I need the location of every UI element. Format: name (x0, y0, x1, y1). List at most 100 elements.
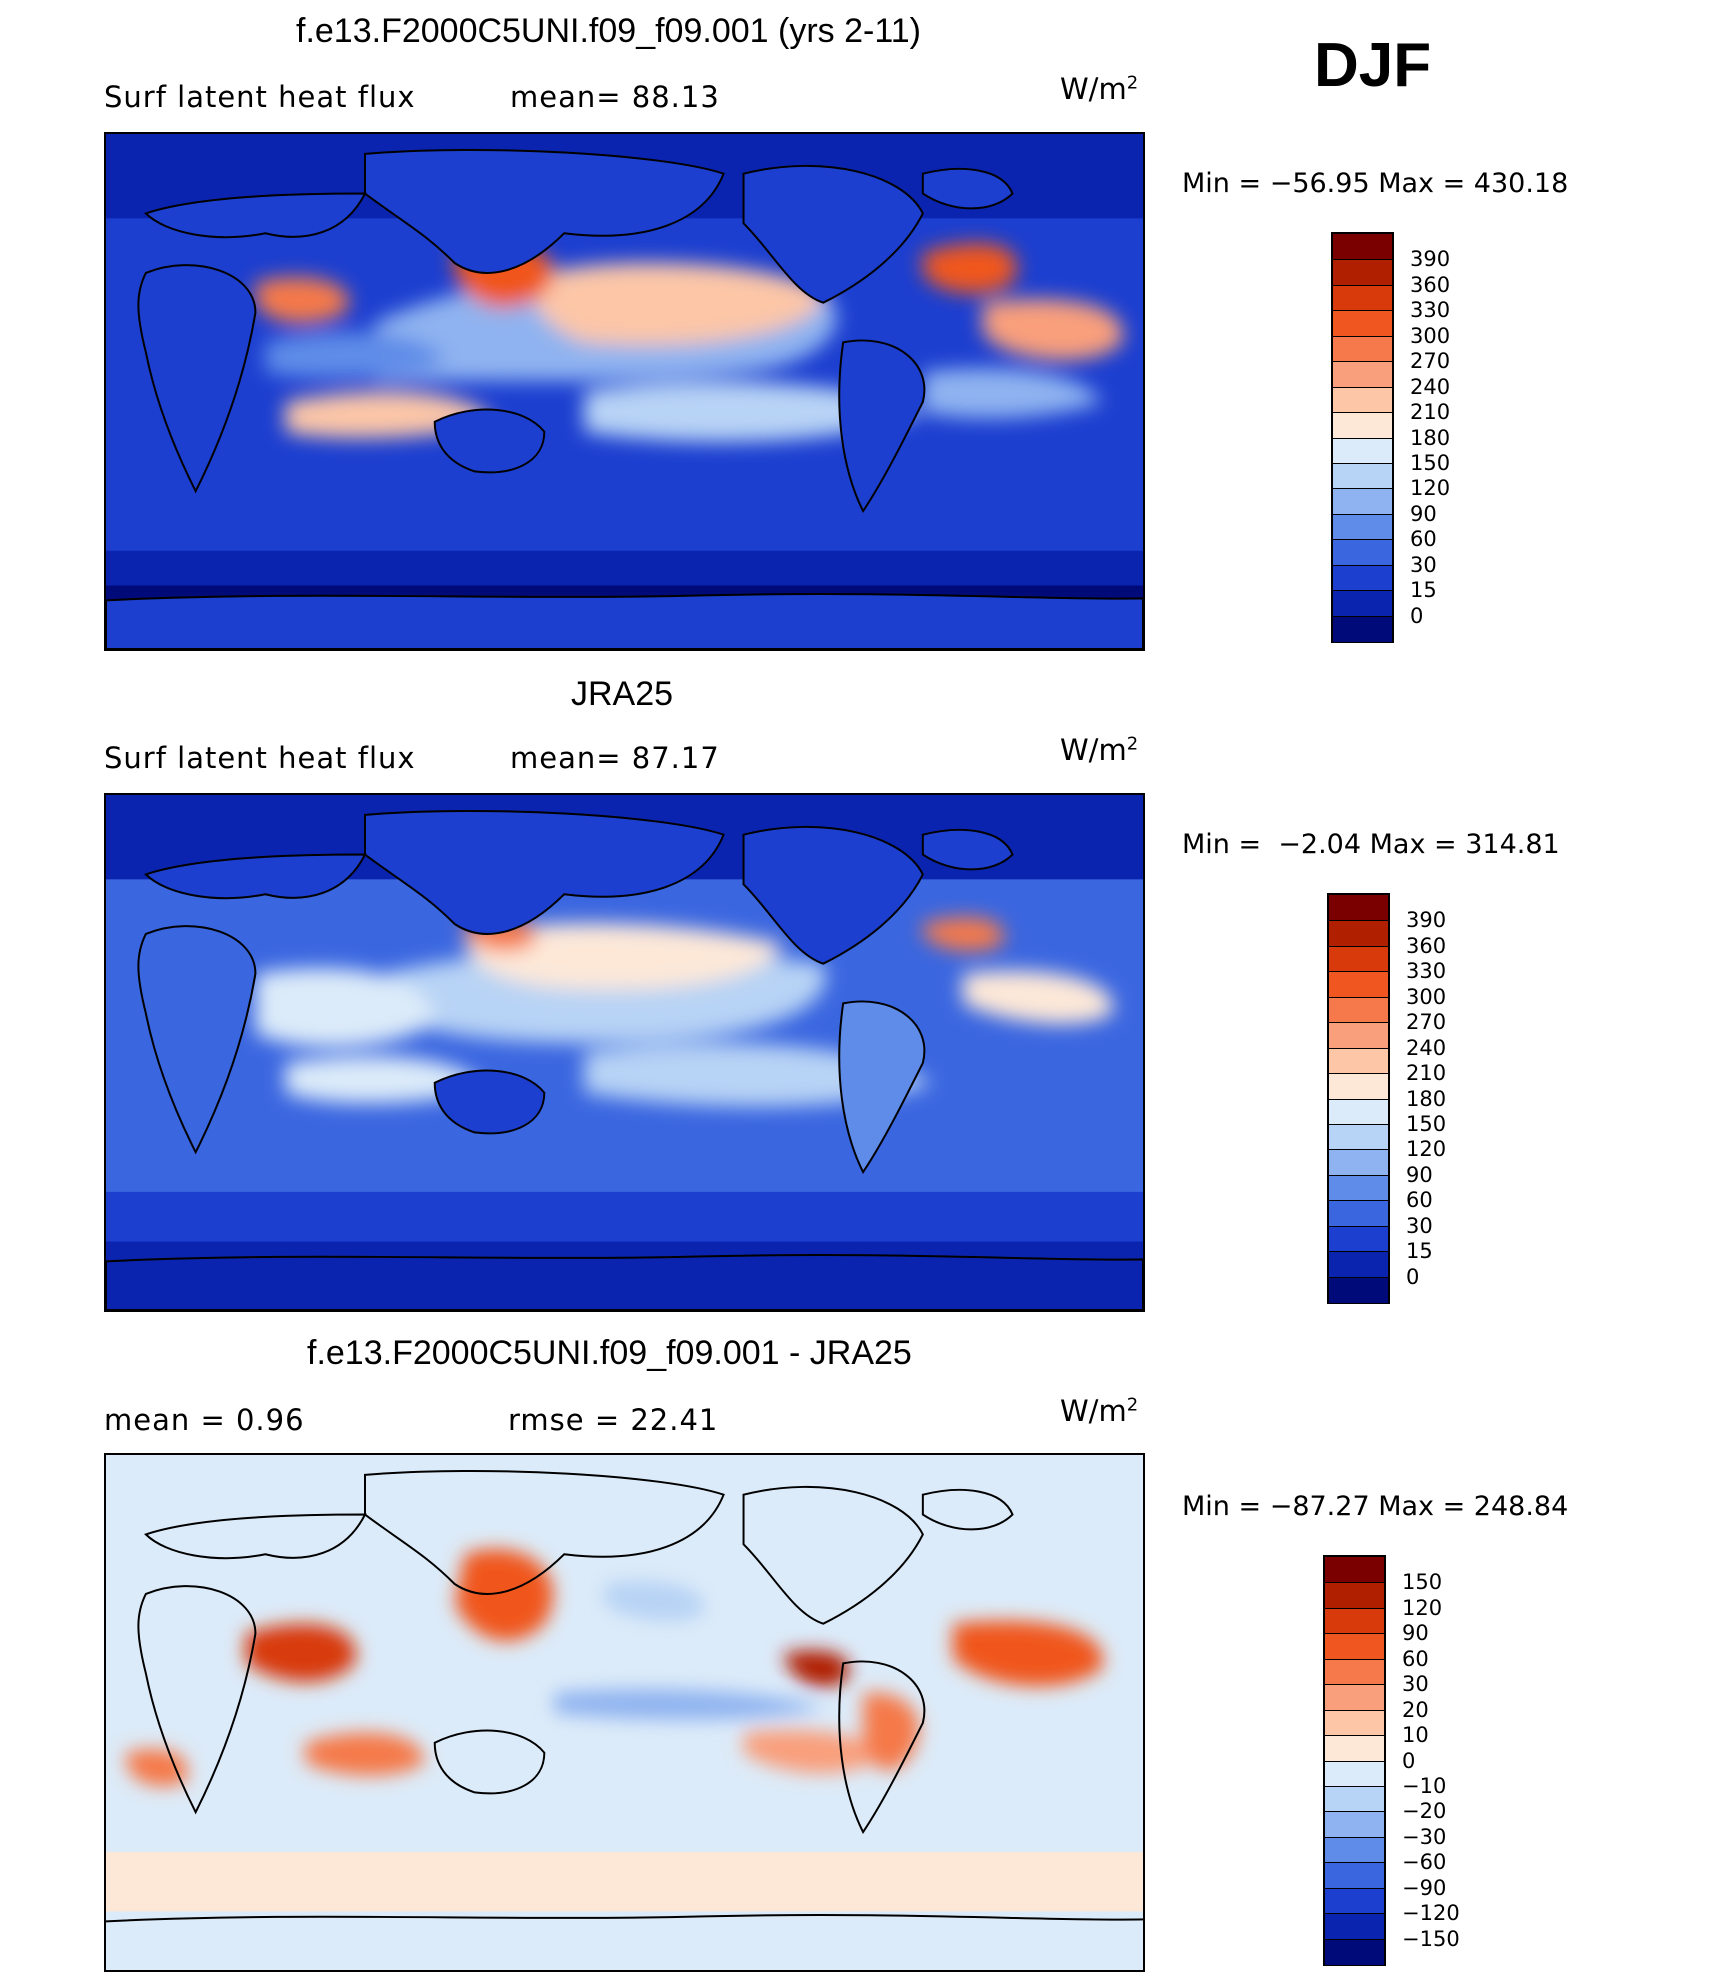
colorbar-swatch (1329, 1022, 1388, 1049)
units-label: W/m2 (1060, 733, 1139, 767)
antarctica-outline (106, 1914, 1143, 1923)
variable-label: Surf latent heat flux (104, 80, 416, 114)
colorbar-swatch (1325, 1887, 1384, 1915)
colorbar-label: 150 (1406, 1111, 1447, 1136)
eurasia-outline (364, 809, 725, 935)
colorbar-swatch (1329, 996, 1388, 1024)
colorbar-label: 180 (1406, 1086, 1447, 1111)
colorbar-label: 0 (1406, 1264, 1420, 1289)
north-america-outline (742, 825, 924, 965)
greenland-outline (921, 829, 1014, 871)
colorbar-swatch (1325, 1735, 1384, 1762)
colorbar-swatch (1333, 615, 1392, 642)
colorbar-label: 15 (1406, 1239, 1433, 1264)
greenland-outline (921, 1489, 1014, 1531)
colorbar-label: 360 (1410, 272, 1451, 297)
colorbar-label: −10 (1402, 1773, 1447, 1798)
colorbar-label: 240 (1406, 1035, 1447, 1060)
colorbar-label: 270 (1406, 1010, 1447, 1035)
colorbar-label: 60 (1406, 1188, 1433, 1213)
colorbar-label: 90 (1410, 501, 1437, 526)
north-atlantic-positive (952, 1620, 1104, 1687)
colorbar-swatch (1325, 1913, 1384, 1940)
colorbar-swatch (1325, 1811, 1384, 1838)
australia-outline (433, 408, 546, 474)
arabian-sea-warm (255, 277, 350, 324)
colorbar-swatch (1329, 1073, 1388, 1100)
mean-label: mean= 88.13 (510, 80, 720, 114)
panel-title: JRA25 (571, 675, 674, 713)
colorbar-label: 270 (1410, 349, 1451, 374)
colorbar-label: −20 (1402, 1799, 1447, 1824)
variable-label: Surf latent heat flux (104, 741, 416, 775)
colorbar-swatch (1329, 1276, 1388, 1303)
colorbar-label: 330 (1406, 959, 1447, 984)
colorbar-label: 15 (1410, 578, 1437, 603)
eurasia-outline (364, 1469, 725, 1595)
colorbar (1323, 1555, 1386, 1966)
colorbar-swatch (1329, 920, 1388, 947)
colorbar-swatch (1333, 259, 1392, 286)
colorbar-label: 390 (1406, 908, 1447, 933)
colorbar-label: 120 (1406, 1137, 1447, 1162)
colorbar-label: −120 (1402, 1901, 1460, 1926)
colorbar-label: 300 (1410, 323, 1451, 348)
colorbar-swatch (1333, 335, 1392, 363)
panel-title: f.e13.F2000C5UNI.f09_f09.001 (yrs 2-11) (296, 12, 921, 50)
north-pacific-warm (534, 262, 824, 345)
panel-title: f.e13.F2000C5UNI.f09_f09.001 - JRA25 (307, 1334, 912, 1372)
colorbar-swatch (1325, 1633, 1384, 1660)
eurasia-outline (364, 148, 725, 274)
map-model (104, 132, 1145, 651)
minmax-label: Min = −87.27 Max = 248.84 (1182, 1491, 1569, 1522)
south-america-outline (838, 1000, 926, 1175)
north-pacific-warm (464, 923, 784, 990)
colorbar-label: 120 (1402, 1595, 1443, 1620)
colorbar-label: 0 (1410, 603, 1424, 628)
colorbar-swatch (1325, 1607, 1384, 1635)
colorbar-swatch (1325, 1582, 1384, 1609)
colorbar-swatch (1325, 1684, 1384, 1711)
colorbar-label: 240 (1410, 374, 1451, 399)
season-label: DJF (1314, 31, 1432, 100)
colorbar-swatch (1333, 462, 1392, 490)
colorbar-swatch (1333, 513, 1392, 541)
europe-outline (143, 853, 367, 900)
south-america-positive (863, 1692, 920, 1771)
north-pacific-negative (604, 1580, 705, 1622)
colorbar-label: 60 (1410, 527, 1437, 552)
colorbar-swatch (1329, 1047, 1388, 1075)
colorbar-label: 210 (1406, 1061, 1447, 1086)
north-america-outline (742, 1485, 924, 1625)
colorbar-swatch (1333, 284, 1392, 312)
colorbar-label: 10 (1402, 1723, 1429, 1748)
colorbar-swatch (1333, 234, 1392, 261)
colorbar-swatch (1333, 564, 1392, 592)
africa-outline (137, 925, 257, 1155)
colorbar-swatch (1329, 895, 1388, 922)
colorbar-label: 20 (1402, 1697, 1429, 1722)
africa-outline (137, 264, 257, 494)
greenland-outline (921, 168, 1014, 210)
colorbar-swatch (1329, 1149, 1388, 1176)
australia-outline (433, 1729, 546, 1795)
southern-band (106, 1851, 1143, 1912)
colorbar-swatch (1325, 1658, 1384, 1686)
units-label: W/m2 (1060, 72, 1139, 106)
south-america-outline (838, 339, 926, 514)
colorbar-swatch (1333, 310, 1392, 337)
colorbar-label: 120 (1410, 476, 1451, 501)
colorbar-swatch (1325, 1557, 1384, 1584)
colorbar-label: 30 (1402, 1672, 1429, 1697)
south-america-outline (838, 1660, 926, 1835)
colorbar (1331, 232, 1394, 643)
indian-ocean-field (265, 332, 445, 379)
indian-ocean-field (255, 968, 435, 1047)
units-label: W/m2 (1060, 1394, 1139, 1428)
gulf-stream-hotspot (922, 243, 1017, 294)
colorbar-label: 180 (1410, 425, 1451, 450)
colorbar-swatch (1333, 412, 1392, 439)
colorbar-swatch (1329, 945, 1388, 973)
colorbar-swatch (1329, 971, 1388, 998)
north-america-outline (742, 164, 924, 304)
